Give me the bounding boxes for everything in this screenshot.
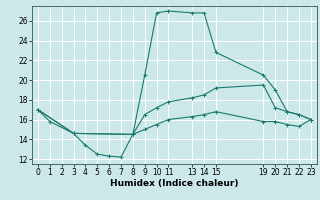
X-axis label: Humidex (Indice chaleur): Humidex (Indice chaleur) [110,179,239,188]
